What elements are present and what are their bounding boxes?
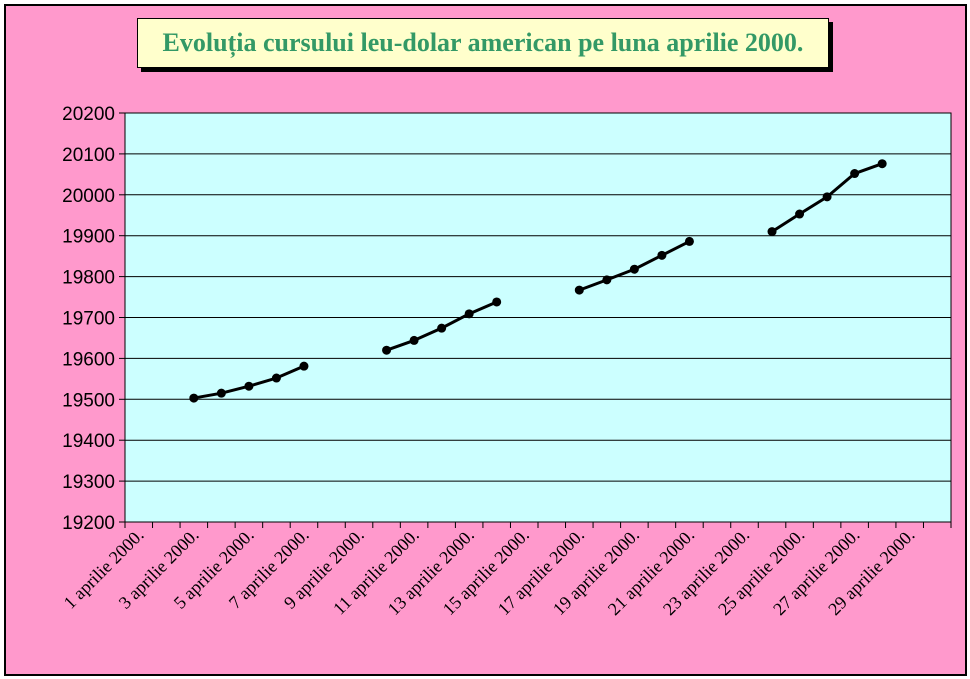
data-point <box>822 192 832 202</box>
chart-title: Evoluția cursului leu-dolar american pe … <box>162 28 804 57</box>
y-axis: 19200 19300 19400 19500 19600 19700 19800 19900… <box>62 104 125 534</box>
data-point <box>850 169 860 179</box>
data-point <box>271 373 281 383</box>
data-point <box>602 275 612 285</box>
y-tick-label: 19800 <box>62 268 115 289</box>
chart-title-box: Evoluția cursului leu-dolar american pe … <box>137 18 829 68</box>
y-tick-label: 20000 <box>62 186 115 207</box>
data-point <box>492 297 502 307</box>
data-point <box>684 236 694 246</box>
y-tick-label: 19400 <box>62 431 115 452</box>
data-point <box>382 345 392 355</box>
data-point <box>767 227 777 237</box>
data-point <box>244 381 254 391</box>
data-point <box>437 323 447 333</box>
data-point <box>464 309 474 319</box>
y-tick-label: 19200 <box>62 513 115 534</box>
y-tick-label: 19600 <box>62 349 115 370</box>
y-tick-label: 19700 <box>62 309 115 330</box>
data-point <box>629 264 639 274</box>
data-point <box>299 361 309 371</box>
data-point <box>657 250 667 260</box>
y-tick-label: 20100 <box>62 145 115 166</box>
x-axis: 1 aprilie 2000.3 aprilie 2000.5 aprilie … <box>60 522 952 619</box>
y-tick-label: 20200 <box>62 104 115 125</box>
data-point <box>877 159 887 169</box>
data-point <box>216 388 226 398</box>
y-tick-label: 19900 <box>62 227 115 248</box>
y-tick-label: 19300 <box>62 472 115 493</box>
data-point <box>189 393 199 403</box>
series-line <box>189 159 887 403</box>
data-point <box>574 285 584 295</box>
y-tick-label: 19500 <box>62 390 115 411</box>
data-point <box>409 335 419 345</box>
data-point <box>795 209 805 219</box>
gridlines <box>125 153 951 482</box>
